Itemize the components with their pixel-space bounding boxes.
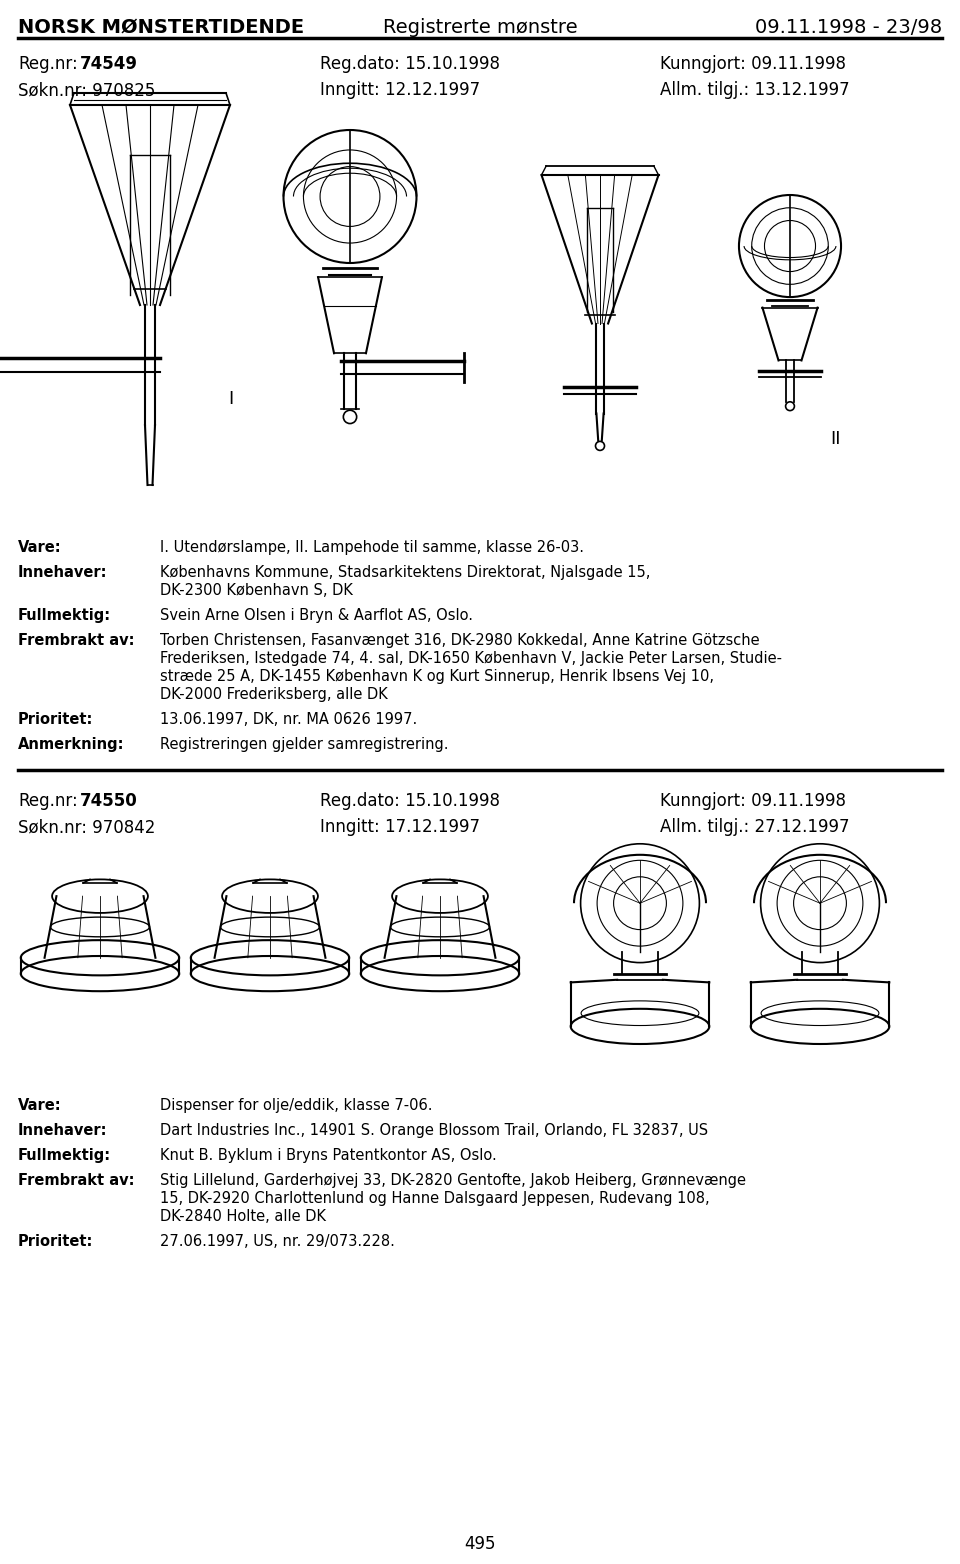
Text: 27.06.1997, US, nr. 29/073.228.: 27.06.1997, US, nr. 29/073.228. xyxy=(160,1234,395,1250)
Text: Dart Industries Inc., 14901 S. Orange Blossom Trail, Orlando, FL 32837, US: Dart Industries Inc., 14901 S. Orange Bl… xyxy=(160,1123,708,1139)
Text: Kunngjort: 09.11.1998: Kunngjort: 09.11.1998 xyxy=(660,55,846,74)
Text: DK-2300 København S, DK: DK-2300 København S, DK xyxy=(160,583,353,597)
Text: Fullmektig:: Fullmektig: xyxy=(18,608,111,622)
Text: 13.06.1997, DK, nr. MA 0626 1997.: 13.06.1997, DK, nr. MA 0626 1997. xyxy=(160,712,418,727)
Text: stræde 25 A, DK-1455 København K og Kurt Sinnerup, Henrik Ibsens Vej 10,: stræde 25 A, DK-1455 København K og Kurt… xyxy=(160,669,714,683)
Text: Vare:: Vare: xyxy=(18,1098,61,1114)
Text: Reg.nr:: Reg.nr: xyxy=(18,55,78,74)
Text: Frembrakt av:: Frembrakt av: xyxy=(18,1173,134,1189)
Text: I. Utendørslampe, II. Lampehode til samme, klasse 26-03.: I. Utendørslampe, II. Lampehode til samm… xyxy=(160,540,584,555)
Text: DK-2000 Frederiksberg, alle DK: DK-2000 Frederiksberg, alle DK xyxy=(160,687,388,702)
Text: Søkn.nr: 970842: Søkn.nr: 970842 xyxy=(18,818,156,837)
Text: DK-2840 Holte, alle DK: DK-2840 Holte, alle DK xyxy=(160,1209,326,1225)
Text: Torben Christensen, Fasanvænget 316, DK-2980 Kokkedal, Anne Katrine Götzsche: Torben Christensen, Fasanvænget 316, DK-… xyxy=(160,633,759,647)
Text: 495: 495 xyxy=(465,1534,495,1553)
Text: II: II xyxy=(830,430,841,447)
Text: Kunngjort: 09.11.1998: Kunngjort: 09.11.1998 xyxy=(660,791,846,810)
Text: 74549: 74549 xyxy=(80,55,138,74)
Text: Allm. tilgj.: 27.12.1997: Allm. tilgj.: 27.12.1997 xyxy=(660,818,850,837)
Text: Allm. tilgj.: 13.12.1997: Allm. tilgj.: 13.12.1997 xyxy=(660,81,850,99)
Text: Reg.nr:: Reg.nr: xyxy=(18,791,78,810)
Text: Dispenser for olje/eddik, klasse 7-06.: Dispenser for olje/eddik, klasse 7-06. xyxy=(160,1098,433,1114)
Text: Reg.dato: 15.10.1998: Reg.dato: 15.10.1998 xyxy=(320,55,500,74)
Text: 09.11.1998 - 23/98: 09.11.1998 - 23/98 xyxy=(755,19,942,38)
Text: Svein Arne Olsen i Bryn & Aarflot AS, Oslo.: Svein Arne Olsen i Bryn & Aarflot AS, Os… xyxy=(160,608,473,622)
Text: 15, DK-2920 Charlottenlund og Hanne Dalsgaard Jeppesen, Rudevang 108,: 15, DK-2920 Charlottenlund og Hanne Dals… xyxy=(160,1192,709,1206)
Text: Københavns Kommune, Stadsarkitektens Direktorat, Njalsgade 15,: Københavns Kommune, Stadsarkitektens Dir… xyxy=(160,565,650,580)
Text: NORSK MØNSTERTIDENDE: NORSK MØNSTERTIDENDE xyxy=(18,19,304,38)
Text: Stig Lillelund, Garderhøjvej 33, DK-2820 Gentofte, Jakob Heiberg, Grønnevænge: Stig Lillelund, Garderhøjvej 33, DK-2820… xyxy=(160,1173,746,1189)
Text: Innehaver:: Innehaver: xyxy=(18,1123,108,1139)
Text: Innehaver:: Innehaver: xyxy=(18,565,108,580)
Text: Anmerkning:: Anmerkning: xyxy=(18,737,125,752)
Text: Registrerte mønstre: Registrerte mønstre xyxy=(383,19,577,38)
Text: Knut B. Byklum i Bryns Patentkontor AS, Oslo.: Knut B. Byklum i Bryns Patentkontor AS, … xyxy=(160,1148,496,1164)
Text: Reg.dato: 15.10.1998: Reg.dato: 15.10.1998 xyxy=(320,791,500,810)
Text: Frederiksen, Istedgade 74, 4. sal, DK-1650 København V, Jackie Peter Larsen, Stu: Frederiksen, Istedgade 74, 4. sal, DK-16… xyxy=(160,651,782,666)
Text: Frembrakt av:: Frembrakt av: xyxy=(18,633,134,647)
Text: Registreringen gjelder samregistrering.: Registreringen gjelder samregistrering. xyxy=(160,737,448,752)
Text: Inngitt: 17.12.1997: Inngitt: 17.12.1997 xyxy=(320,818,480,837)
Text: I: I xyxy=(228,389,233,408)
Text: Inngitt: 12.12.1997: Inngitt: 12.12.1997 xyxy=(320,81,480,99)
Text: Fullmektig:: Fullmektig: xyxy=(18,1148,111,1164)
Text: 74550: 74550 xyxy=(80,791,137,810)
Text: Prioritet:: Prioritet: xyxy=(18,712,93,727)
Text: Prioritet:: Prioritet: xyxy=(18,1234,93,1250)
Text: Vare:: Vare: xyxy=(18,540,61,555)
Text: Søkn.nr: 970825: Søkn.nr: 970825 xyxy=(18,81,156,99)
